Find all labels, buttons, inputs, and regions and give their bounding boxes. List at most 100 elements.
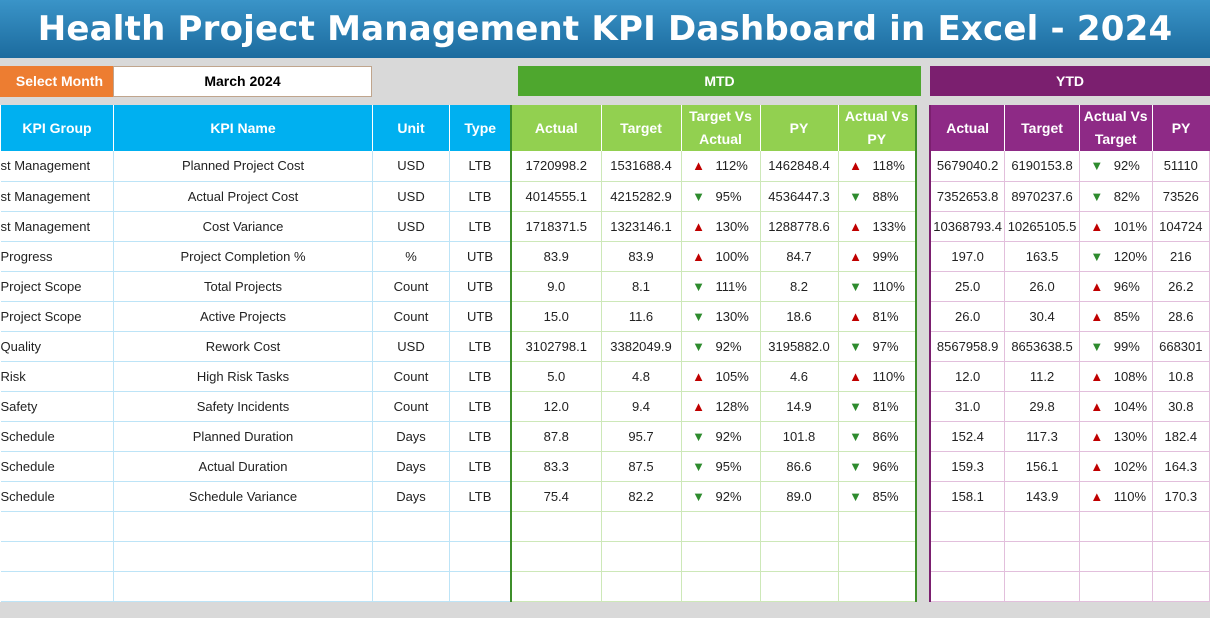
mtd-target-vs-actual-cell: ▲ 128% (681, 391, 761, 422)
ytd-actual-cell: 10368793.4 (930, 211, 1006, 242)
mtd-py-cell: 8.2 (760, 271, 839, 302)
mtd-section-header: MTD (518, 66, 921, 96)
mtd-py-cell: 101.8 (760, 421, 839, 452)
mtd-target-vs-actual-cell: ▼ 92% (681, 331, 761, 362)
up-arrow-icon: ▲ (1090, 398, 1104, 414)
ytd-header-actual: Actual (929, 105, 1005, 151)
kpi-name-cell: Safety Incidents (113, 391, 373, 422)
kpi-group-cell: st Management (0, 211, 114, 242)
unit-cell: % (372, 241, 450, 272)
ytd-target-cell: 143.9 (1004, 481, 1080, 512)
type-cell: UTB (449, 241, 511, 272)
unit-cell: Days (372, 481, 450, 512)
kpi-header-unit: Unit (372, 105, 450, 151)
percent-value: 92% (715, 488, 742, 504)
down-arrow-icon: ▼ (849, 428, 862, 444)
type-cell: UTB (449, 271, 511, 302)
percent-value: 92% (715, 338, 742, 354)
mtd-target-vs-actual-cell: ▲ 100% (681, 241, 761, 272)
table-row (0, 541, 511, 572)
type-cell: UTB (449, 301, 511, 332)
kpi-name-cell: Rework Cost (113, 331, 373, 362)
empty-cell (1152, 511, 1210, 542)
mtd-target-cell: 1531688.4 (601, 151, 682, 182)
ytd-py-cell: 51110 (1152, 151, 1210, 182)
mtd-target-vs-actual-cell: ▼ 95% (681, 451, 761, 482)
percent-value: 128% (715, 398, 749, 414)
percent-value: 130% (1113, 428, 1148, 444)
unit-cell: Days (372, 451, 450, 482)
ytd-target-cell: 156.1 (1004, 451, 1080, 482)
table-row: 9.0 8.1 ▼ 111% 8.2 ▼ 110% (511, 271, 917, 302)
mtd-actual-vs-py-cell: ▲ 118% (838, 151, 917, 182)
mtd-target-vs-actual-cell: ▲ 105% (681, 361, 761, 392)
down-arrow-icon: ▼ (849, 488, 862, 504)
empty-cell (511, 511, 602, 542)
ytd-target-cell: 6190153.8 (1004, 151, 1080, 182)
ytd-actual-cell: 31.0 (930, 391, 1006, 422)
table-row (511, 511, 917, 542)
empty-cell (681, 571, 761, 602)
mtd-target-vs-actual-cell: ▼ 111% (681, 271, 761, 302)
percent-value: 99% (872, 248, 899, 264)
empty-cell (838, 571, 917, 602)
up-arrow-icon: ▲ (849, 368, 862, 384)
table-row (0, 571, 511, 602)
empty-cell (1004, 571, 1080, 602)
empty-cell (511, 541, 602, 572)
table-row (511, 571, 917, 602)
mtd-actual-vs-py-cell: ▲ 99% (838, 241, 917, 272)
percent-value: 96% (1113, 278, 1140, 294)
percent-value: 86% (872, 428, 899, 444)
percent-value: 96% (872, 458, 899, 474)
empty-cell (930, 511, 1006, 542)
mtd-actual-cell: 5.0 (511, 361, 602, 392)
up-arrow-icon: ▲ (1090, 308, 1104, 324)
table-row: Safety Safety Incidents Count LTB (0, 391, 511, 422)
ytd-actual-vs-target-cell: ▼ 120% (1079, 241, 1153, 272)
kpi-name-cell: High Risk Tasks (113, 361, 373, 392)
percent-value: 110% (872, 368, 905, 384)
up-arrow-icon: ▲ (849, 158, 862, 174)
ytd-actual-cell: 8567958.9 (930, 331, 1006, 362)
kpi-name-cell: Active Projects (113, 301, 373, 332)
empty-cell (449, 541, 511, 572)
mtd-target-cell: 4215282.9 (601, 181, 682, 212)
empty-cell (1079, 571, 1153, 602)
mtd-py-cell: 84.7 (760, 241, 839, 272)
empty-cell (449, 571, 511, 602)
mtd-target-cell: 9.4 (601, 391, 682, 422)
ytd-actual-vs-target-cell: ▲ 85% (1079, 301, 1153, 332)
empty-cell (0, 511, 114, 542)
mtd-py-cell: 4536447.3 (760, 181, 839, 212)
select-month-dropdown[interactable]: March 2024 (113, 66, 372, 97)
up-arrow-icon: ▲ (1090, 458, 1104, 474)
empty-cell (113, 511, 373, 542)
ytd-actual-vs-target-cell: ▲ 104% (1079, 391, 1153, 422)
ytd-actual-cell: 158.1 (930, 481, 1006, 512)
ytd-actual-cell: 25.0 (930, 271, 1006, 302)
up-arrow-icon: ▲ (849, 248, 862, 264)
kpi-name-cell: Planned Duration (113, 421, 373, 452)
mtd-actual-cell: 15.0 (511, 301, 602, 332)
kpi-group-cell: Project Scope (0, 301, 114, 332)
ytd-header-py: PY (1151, 105, 1210, 151)
ytd-actual-cell: 7352653.8 (930, 181, 1006, 212)
percent-value: 108% (1113, 368, 1148, 384)
mtd-py-cell: 1462848.4 (760, 151, 839, 182)
mtd-actual-vs-py-cell: ▼ 96% (838, 451, 917, 482)
down-arrow-icon: ▼ (849, 278, 862, 294)
percent-value: 82% (1113, 188, 1140, 204)
up-arrow-icon: ▲ (692, 368, 705, 384)
mtd-py-cell: 86.6 (760, 451, 839, 482)
ytd-actual-vs-target-cell: ▼ 92% (1079, 151, 1153, 182)
mtd-header-target-vs-actual: Target Vs Actual (680, 105, 760, 151)
kpi-group-cell: Safety (0, 391, 114, 422)
ytd-table: Actual Target Actual Vs Target PY 5679040.2… (929, 105, 1210, 602)
ytd-py-cell: 73526 (1152, 181, 1210, 212)
percent-value: 105% (715, 368, 749, 384)
empty-cell (601, 541, 682, 572)
mtd-target-cell: 82.2 (601, 481, 682, 512)
table-row: Quality Rework Cost USD LTB (0, 331, 511, 362)
ytd-actual-vs-target-cell: ▲ 101% (1079, 211, 1153, 242)
